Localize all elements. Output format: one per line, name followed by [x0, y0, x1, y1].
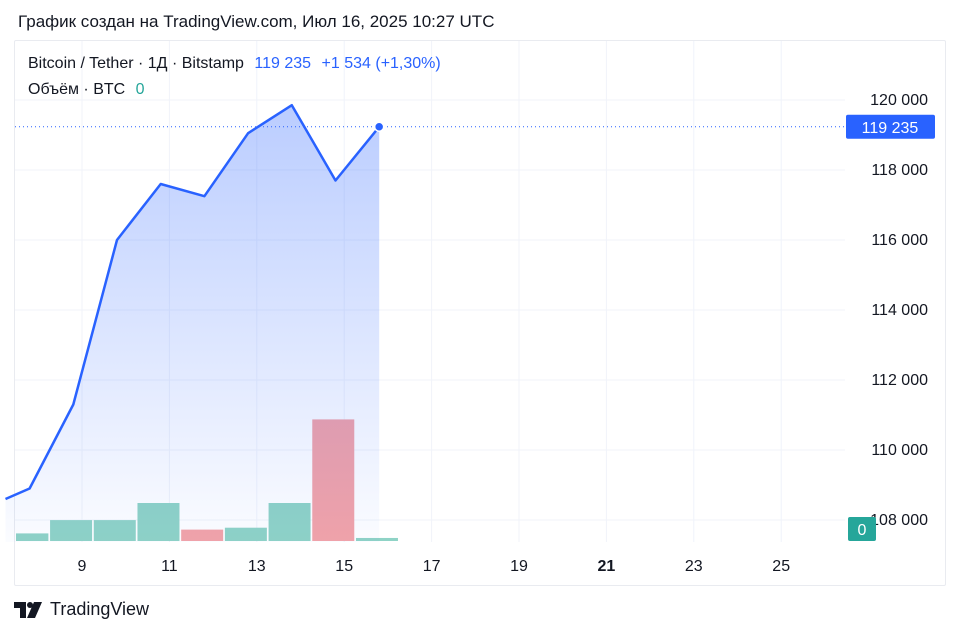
x-axis-tick-label: 21: [598, 558, 616, 575]
volume-value: 0: [135, 81, 145, 98]
last-price-value: 119 235: [254, 55, 312, 72]
chart-legend-volume-row: Объём · BTC 0: [28, 81, 145, 99]
price-line[interactable]: [5, 103, 381, 501]
volume-tag-label: 0: [858, 522, 867, 539]
volume-label[interactable]: Объём · BTC: [28, 81, 126, 98]
x-axis-tick-label: 9: [78, 558, 87, 575]
last-price-marker[interactable]: [373, 121, 385, 133]
price-change-percent: (+1,30%): [375, 55, 441, 72]
tradingview-logo[interactable]: TradingView: [14, 599, 149, 620]
y-axis-tick-label: 110 000: [871, 442, 928, 459]
y-axis-tick-label: 116 000: [871, 232, 928, 249]
volume-tag[interactable]: [848, 517, 876, 541]
price-change-value: +1 534: [321, 55, 371, 72]
x-axis-tick-label: 13: [248, 558, 266, 575]
chart-legend-symbol-row: Bitcoin / Tether · 1Д · Bitstamp 119 235…: [28, 55, 441, 73]
symbol-label[interactable]: Bitcoin / Tether · 1Д · Bitstamp: [28, 55, 244, 72]
y-axis-tick-label: 112 000: [871, 372, 928, 389]
price-area-fill: [5, 105, 380, 542]
chart-frame: [14, 40, 946, 586]
y-axis-tick-label: 114 000: [871, 302, 928, 319]
x-axis-tick-label: 15: [335, 558, 353, 575]
last-price-tag-label: 119 235: [862, 120, 919, 137]
x-axis-tick-label: 25: [772, 558, 790, 575]
x-axis-tick-label: 23: [685, 558, 703, 575]
chart-caption: График создан на TradingView.com, Июл 16…: [18, 12, 495, 31]
last-price-tag[interactable]: [846, 114, 935, 139]
x-axis-tick-label: 17: [423, 558, 441, 575]
x-axis-tick-label: 19: [510, 558, 528, 575]
tradingview-logo-text: TradingView: [50, 599, 150, 619]
y-axis-tick-label: 118 000: [871, 162, 928, 179]
y-axis-tick-label: 120 000: [870, 92, 928, 109]
tradingview-logo-icon: [14, 601, 42, 618]
x-axis-tick-label: 11: [161, 558, 178, 575]
y-axis-tick-label: 108 000: [870, 512, 928, 529]
